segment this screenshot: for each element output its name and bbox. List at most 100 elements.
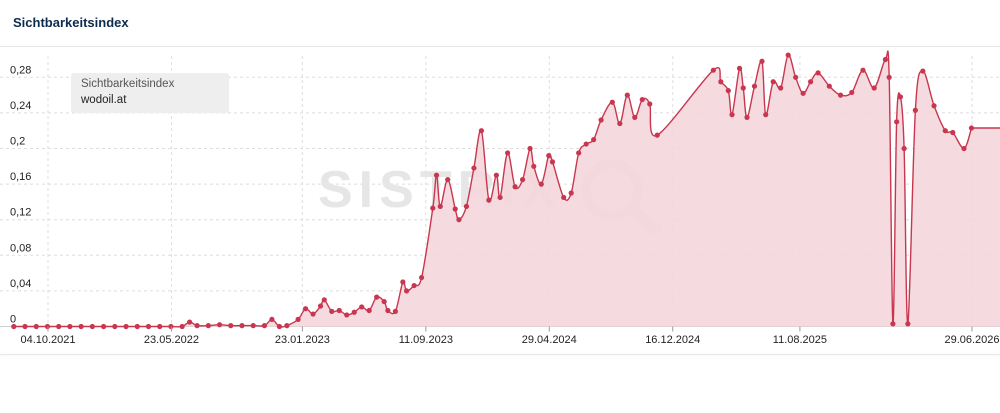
data-point xyxy=(67,323,73,330)
data-point xyxy=(871,85,877,91)
data-point xyxy=(89,323,95,330)
data-point xyxy=(403,288,410,294)
data-point xyxy=(359,304,365,310)
data-point xyxy=(385,307,391,314)
data-point xyxy=(793,74,799,80)
data-point xyxy=(778,85,784,91)
data-point xyxy=(718,79,724,85)
legend-metric: Sichtbarkeitsindex xyxy=(81,78,175,90)
data-point xyxy=(310,311,316,317)
data-point xyxy=(44,323,51,330)
data-point xyxy=(418,274,425,281)
data-point xyxy=(239,323,245,329)
data-point xyxy=(931,103,937,109)
data-point xyxy=(400,279,406,285)
data-point xyxy=(366,307,372,314)
data-point xyxy=(493,172,499,178)
data-point xyxy=(725,88,731,94)
data-point xyxy=(624,92,630,98)
data-point xyxy=(890,321,896,327)
data-point xyxy=(452,206,458,212)
data-point xyxy=(583,141,589,147)
data-point xyxy=(187,319,193,325)
data-point xyxy=(276,323,283,330)
x-tick-label: 23.05.2022 xyxy=(144,334,199,346)
card-bottom-edge xyxy=(0,354,1000,355)
data-point xyxy=(800,90,806,96)
data-point xyxy=(463,203,470,209)
data-point xyxy=(538,181,544,187)
data-point xyxy=(710,67,716,73)
chart-title: Sichtbarkeitsindex xyxy=(13,15,129,30)
data-point xyxy=(808,79,814,85)
x-tick-label: 16.12.2024 xyxy=(645,334,700,346)
data-point xyxy=(11,323,17,330)
data-point xyxy=(815,70,821,76)
data-point xyxy=(497,194,503,201)
data-point xyxy=(942,128,948,134)
x-tick-label: 29.04.2024 xyxy=(522,334,577,346)
data-point xyxy=(478,128,485,134)
data-point xyxy=(411,282,417,289)
data-point xyxy=(568,190,574,196)
data-point xyxy=(897,94,903,100)
x-tick-label: 04.10.2021 xyxy=(20,334,75,346)
data-point xyxy=(576,150,582,156)
data-point xyxy=(729,112,735,118)
data-point xyxy=(456,217,462,223)
x-axis-ticks: 04.10.2021 23.05.2022 23.01.2023 11.09.2023… xyxy=(20,326,1000,346)
header-divider xyxy=(0,46,1000,47)
data-point xyxy=(336,307,342,314)
data-point xyxy=(751,83,758,89)
data-points xyxy=(11,52,975,330)
series-line xyxy=(13,50,1000,328)
data-point xyxy=(950,129,956,136)
data-point xyxy=(968,125,975,131)
data-point xyxy=(168,323,174,330)
data-point xyxy=(647,101,653,107)
data-point xyxy=(882,56,889,63)
legend-domain: wodoil.at xyxy=(81,94,127,106)
y-tick-label: 0,28 xyxy=(10,64,31,76)
x-tick-label: 11.08.2025 xyxy=(773,334,827,346)
data-point xyxy=(826,83,832,89)
data-point xyxy=(430,205,436,211)
data-point xyxy=(961,145,967,152)
y-tick-label: 0,24 xyxy=(10,100,31,112)
data-point xyxy=(632,114,638,120)
data-point xyxy=(785,52,791,58)
data-point xyxy=(134,323,140,330)
data-point xyxy=(759,58,765,64)
data-point xyxy=(302,306,309,312)
data-point xyxy=(561,194,567,201)
data-point xyxy=(381,298,387,305)
x-tick-label: 29.06.2026 xyxy=(944,334,999,346)
data-point xyxy=(33,323,39,330)
data-point xyxy=(22,323,28,330)
data-point xyxy=(329,308,335,314)
data-point xyxy=(471,165,477,171)
data-point xyxy=(100,323,107,330)
data-point xyxy=(654,132,660,138)
data-point xyxy=(269,316,275,322)
data-point xyxy=(531,163,537,169)
data-point xyxy=(512,184,518,190)
data-point xyxy=(250,323,256,329)
data-point xyxy=(886,74,892,80)
y-tick-label: 0,08 xyxy=(10,242,31,254)
data-point xyxy=(905,321,911,327)
data-point xyxy=(504,150,511,156)
y-tick-label: 0,2 xyxy=(10,136,25,148)
data-point xyxy=(763,112,769,118)
data-point xyxy=(392,308,398,314)
data-point xyxy=(901,145,907,152)
data-point xyxy=(56,323,62,330)
data-point xyxy=(486,197,492,203)
data-point xyxy=(374,294,380,300)
data-point xyxy=(519,177,526,183)
data-point xyxy=(849,89,855,96)
y-tick-label: 0 xyxy=(10,314,16,326)
data-point xyxy=(736,65,743,71)
data-point xyxy=(351,309,357,315)
